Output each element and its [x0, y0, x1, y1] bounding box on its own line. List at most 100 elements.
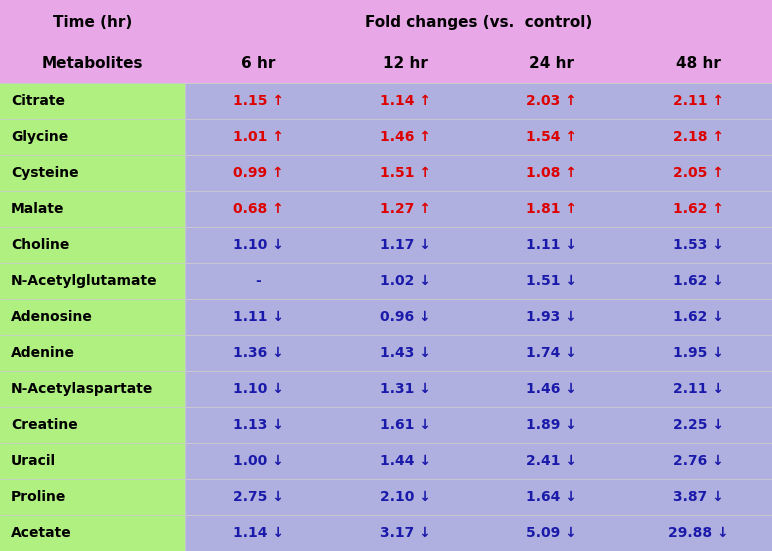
Text: Adenosine: Adenosine — [11, 310, 93, 324]
Text: 1.54 ↑: 1.54 ↑ — [527, 130, 577, 144]
Bar — [0, 227, 185, 263]
Text: Creatine: Creatine — [11, 418, 78, 432]
Text: 1.95 ↓: 1.95 ↓ — [673, 346, 724, 360]
Text: 2.18 ↑: 2.18 ↑ — [673, 130, 724, 144]
Text: 1.14 ↓: 1.14 ↓ — [233, 526, 284, 540]
Bar — [185, 335, 772, 371]
Text: Acetate: Acetate — [11, 526, 72, 540]
Text: 1.02 ↓: 1.02 ↓ — [380, 274, 431, 288]
Text: 1.43 ↓: 1.43 ↓ — [380, 346, 431, 360]
Text: 1.62 ↓: 1.62 ↓ — [673, 274, 724, 288]
Text: N-Acetylglutamate: N-Acetylglutamate — [11, 274, 157, 288]
Text: Cysteine: Cysteine — [11, 166, 79, 180]
Bar — [185, 119, 772, 155]
Text: 24 hr: 24 hr — [530, 57, 574, 72]
Text: 29.88 ↓: 29.88 ↓ — [669, 526, 729, 540]
Bar — [0, 0, 772, 45]
Text: 3.17 ↓: 3.17 ↓ — [380, 526, 431, 540]
Text: Citrate: Citrate — [11, 94, 65, 108]
Text: 1.44 ↓: 1.44 ↓ — [380, 454, 431, 468]
Text: 1.93 ↓: 1.93 ↓ — [527, 310, 577, 324]
Text: Proline: Proline — [11, 490, 66, 504]
Text: 1.14 ↑: 1.14 ↑ — [380, 94, 431, 108]
Text: Glycine: Glycine — [11, 130, 69, 144]
Text: 1.36 ↓: 1.36 ↓ — [233, 346, 284, 360]
Text: 1.00 ↓: 1.00 ↓ — [233, 454, 284, 468]
Text: 2.11 ↓: 2.11 ↓ — [673, 382, 724, 396]
Bar — [185, 263, 772, 299]
Text: 1.08 ↑: 1.08 ↑ — [527, 166, 577, 180]
Text: 1.13 ↓: 1.13 ↓ — [233, 418, 284, 432]
Text: 1.11 ↓: 1.11 ↓ — [233, 310, 284, 324]
Text: 2.10 ↓: 2.10 ↓ — [380, 490, 431, 504]
Text: 2.25 ↓: 2.25 ↓ — [673, 418, 724, 432]
Text: 1.17 ↓: 1.17 ↓ — [380, 238, 431, 252]
Bar — [0, 191, 185, 227]
Bar — [0, 479, 185, 515]
Text: 1.15 ↑: 1.15 ↑ — [233, 94, 284, 108]
Text: Metabolites: Metabolites — [42, 57, 144, 72]
Text: 6 hr: 6 hr — [241, 57, 276, 72]
Bar — [0, 263, 185, 299]
Bar — [0, 45, 772, 83]
Bar — [185, 191, 772, 227]
Bar — [0, 515, 185, 551]
Text: Choline: Choline — [11, 238, 69, 252]
Text: 2.41 ↓: 2.41 ↓ — [527, 454, 577, 468]
Text: 1.62 ↓: 1.62 ↓ — [673, 310, 724, 324]
Text: Fold changes (vs.  control): Fold changes (vs. control) — [365, 15, 592, 30]
Bar — [185, 407, 772, 443]
Text: 1.51 ↓: 1.51 ↓ — [527, 274, 577, 288]
Bar — [185, 515, 772, 551]
Text: 1.53 ↓: 1.53 ↓ — [673, 238, 724, 252]
Text: 1.31 ↓: 1.31 ↓ — [380, 382, 431, 396]
Text: 1.10 ↓: 1.10 ↓ — [233, 382, 284, 396]
Text: 0.68 ↑: 0.68 ↑ — [233, 202, 284, 216]
Bar — [0, 443, 185, 479]
Text: 0.99 ↑: 0.99 ↑ — [233, 166, 283, 180]
Text: 1.10 ↓: 1.10 ↓ — [233, 238, 284, 252]
Text: -: - — [256, 274, 261, 288]
Text: 1.89 ↓: 1.89 ↓ — [527, 418, 577, 432]
Bar — [185, 155, 772, 191]
Bar — [185, 83, 772, 119]
Text: 2.03 ↑: 2.03 ↑ — [527, 94, 577, 108]
Text: 48 hr: 48 hr — [676, 57, 721, 72]
Text: 1.46 ↓: 1.46 ↓ — [527, 382, 577, 396]
Text: 1.51 ↑: 1.51 ↑ — [380, 166, 431, 180]
Bar — [185, 371, 772, 407]
Bar — [185, 479, 772, 515]
Text: 1.27 ↑: 1.27 ↑ — [380, 202, 431, 216]
Text: 12 hr: 12 hr — [383, 57, 428, 72]
Bar — [0, 335, 185, 371]
Text: 2.75 ↓: 2.75 ↓ — [233, 490, 284, 504]
Text: 1.81 ↑: 1.81 ↑ — [527, 202, 577, 216]
Bar — [0, 299, 185, 335]
Text: 2.76 ↓: 2.76 ↓ — [673, 454, 724, 468]
Text: 2.11 ↑: 2.11 ↑ — [673, 94, 724, 108]
Text: 1.64 ↓: 1.64 ↓ — [527, 490, 577, 504]
Text: 0.96 ↓: 0.96 ↓ — [380, 310, 431, 324]
Text: 1.46 ↑: 1.46 ↑ — [380, 130, 431, 144]
Bar — [0, 83, 185, 119]
Text: 1.62 ↑: 1.62 ↑ — [673, 202, 724, 216]
Bar — [0, 371, 185, 407]
Text: Uracil: Uracil — [11, 454, 56, 468]
Text: 5.09 ↓: 5.09 ↓ — [527, 526, 577, 540]
Text: N-Acetylaspartate: N-Acetylaspartate — [11, 382, 154, 396]
Text: 1.11 ↓: 1.11 ↓ — [527, 238, 577, 252]
Bar — [0, 119, 185, 155]
Text: Malate: Malate — [11, 202, 65, 216]
Text: Time (hr): Time (hr) — [52, 15, 132, 30]
Text: 1.61 ↓: 1.61 ↓ — [380, 418, 431, 432]
Bar — [0, 407, 185, 443]
Text: 1.74 ↓: 1.74 ↓ — [527, 346, 577, 360]
Bar — [185, 299, 772, 335]
Bar — [185, 443, 772, 479]
Text: 1.01 ↑: 1.01 ↑ — [233, 130, 284, 144]
Text: 2.05 ↑: 2.05 ↑ — [673, 166, 724, 180]
Text: 3.87 ↓: 3.87 ↓ — [673, 490, 724, 504]
Text: Adenine: Adenine — [11, 346, 75, 360]
Bar — [185, 227, 772, 263]
Bar — [0, 155, 185, 191]
